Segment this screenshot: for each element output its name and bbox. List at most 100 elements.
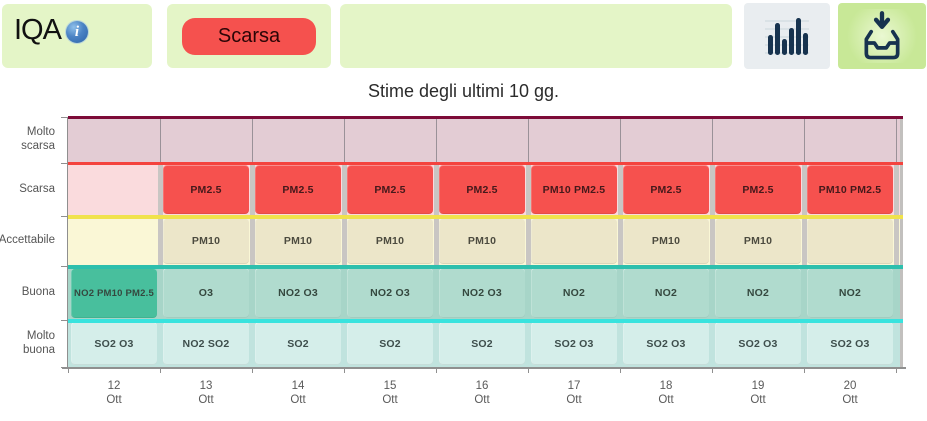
y-label-molto_scarsa: Molto scarsa <box>21 126 55 152</box>
cell-label: PM2.5 <box>190 183 222 196</box>
cell-molto_buona-19: SO2 O3 <box>715 322 801 365</box>
x-label-month: Ott <box>106 394 122 407</box>
cell-label: NO2 <box>746 287 770 299</box>
cell-label: PM10 <box>467 235 497 247</box>
y-label-molto_buona: Molto buona <box>23 329 55 356</box>
cell-accettabile-13: PM10 <box>163 218 249 264</box>
cell-label: PM10 <box>283 235 313 247</box>
plot-right-edge <box>900 117 903 367</box>
cell-molto_buona-15: SO2 <box>347 322 433 365</box>
y-label-buona: Buona <box>21 286 55 299</box>
y-axis-line <box>67 117 69 367</box>
y-axis-tick <box>61 117 67 118</box>
chart-view-button[interactable] <box>744 3 830 69</box>
x-label-19: 19 Ott <box>712 379 804 408</box>
cell-label: PM2.5 <box>282 183 314 196</box>
cell-label: NO2 SO2 <box>182 337 230 350</box>
column-separator <box>157 163 163 266</box>
y-axis-tick <box>61 320 67 321</box>
cell-label: PM10 <box>191 235 221 247</box>
column-separator <box>249 163 255 266</box>
cell-scarsa-19: PM2.5 <box>715 165 801 214</box>
x-axis-tick <box>67 367 69 373</box>
header-panel-title: IQA i <box>2 4 152 68</box>
cell-buona-15: NO2 O3 <box>347 268 433 318</box>
download-button[interactable] <box>838 3 926 69</box>
cell-molto_buona-16: SO2 <box>439 322 525 365</box>
cell-buona-13: O3 <box>163 268 249 318</box>
x-axis-tick <box>803 367 805 373</box>
x-axis-tick <box>895 367 897 373</box>
cell-label: PM10 PM2.5 <box>542 183 606 196</box>
level-line-accettabile <box>68 215 903 219</box>
cell-label: NO2 O3 <box>370 287 410 299</box>
level-line-molto_scarsa <box>68 115 903 119</box>
x-label-13: 13 Ott <box>160 379 252 408</box>
x-axis-tick <box>711 367 713 373</box>
x-label-day: 19 <box>751 380 765 392</box>
cell-label: NO2 PM10 PM2.5 <box>74 287 154 299</box>
bar-chart-icon <box>765 18 809 55</box>
status-badge: Scarsa <box>182 18 316 55</box>
cell-label: SO2 O3 <box>646 337 686 350</box>
x-axis-tick <box>435 367 437 373</box>
x-label-day: 17 <box>567 380 581 392</box>
cell-label: O3 <box>198 287 214 299</box>
x-axis-tick <box>251 367 253 373</box>
y-axis-tick <box>61 216 67 217</box>
info-icon[interactable]: i <box>66 21 88 43</box>
x-label-month: Ott <box>198 394 214 407</box>
x-label-day: 14 <box>291 380 305 392</box>
level-line-buona <box>68 265 903 269</box>
cell-label: SO2 O3 <box>738 337 778 350</box>
cell-molto_buona-13: NO2 SO2 <box>163 322 249 365</box>
cell-label: NO2 <box>838 287 862 299</box>
cell-label: PM2.5 <box>466 183 498 196</box>
cell-label: SO2 O3 <box>830 337 870 350</box>
x-label-20: 20 Ott <box>804 379 896 408</box>
x-label-15: 15 Ott <box>344 379 436 408</box>
y-axis-tick <box>61 266 67 267</box>
cell-accettabile-20 <box>807 218 893 264</box>
cell-label: NO2 O3 <box>462 287 502 299</box>
cell-label: PM2.5 <box>742 183 774 196</box>
band-molto_scarsa <box>68 117 903 163</box>
cell-label: SO2 <box>287 337 309 350</box>
cell-label: SO2 O3 <box>94 337 134 350</box>
column-separator <box>801 163 807 266</box>
cell-accettabile-15: PM10 <box>347 218 433 264</box>
cell-label: PM2.5 <box>374 183 406 196</box>
y-label-accettabile: Accettabile <box>0 234 55 247</box>
cell-scarsa-18: PM2.5 <box>623 165 709 214</box>
chart-title: Stime degli ultimi 10 gg. <box>367 81 560 101</box>
column-gridline <box>527 117 529 163</box>
x-label-month: Ott <box>658 394 674 407</box>
cell-buona-19: NO2 <box>715 268 801 318</box>
column-separator <box>525 163 531 266</box>
x-label-14: 14 Ott <box>252 379 344 408</box>
status-badge-label: Scarsa <box>217 25 281 47</box>
x-label-month: Ott <box>474 394 490 407</box>
header-panel-status: Scarsa <box>167 4 331 68</box>
cell-label: SO2 O3 <box>554 337 594 350</box>
cell-label: PM10 <box>743 235 773 247</box>
download-tray-icon <box>864 11 900 60</box>
column-gridline <box>711 117 713 163</box>
cell-accettabile-17 <box>531 218 617 264</box>
cell-buona-16: NO2 O3 <box>439 268 525 318</box>
cell-label: PM10 <box>375 235 405 247</box>
x-label-12: 12 Ott <box>68 379 160 408</box>
cell-scarsa-20: PM10 PM2.5 <box>807 165 893 214</box>
cell-scarsa-16: PM2.5 <box>439 165 525 214</box>
cell-molto_buona-20: SO2 O3 <box>807 322 893 365</box>
cell-accettabile-18: PM10 <box>623 218 709 264</box>
column-separator <box>617 163 623 266</box>
x-label-day: 13 <box>199 380 213 392</box>
cell-scarsa-14: PM2.5 <box>255 165 341 214</box>
y-axis-tick <box>61 367 67 368</box>
column-gridline <box>435 117 437 163</box>
column-separator <box>709 163 715 266</box>
cell-buona-20: NO2 <box>807 268 893 318</box>
header-panel-spacer <box>340 4 732 68</box>
